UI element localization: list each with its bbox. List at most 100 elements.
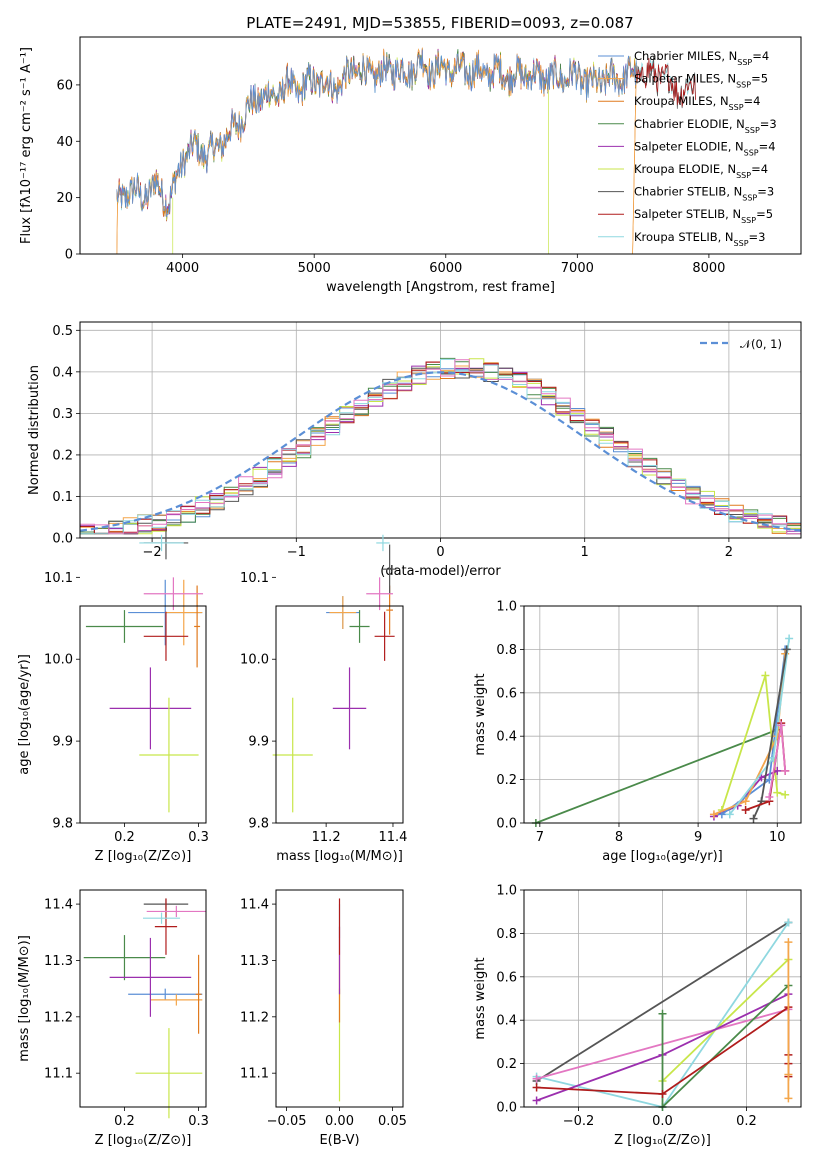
age-vs-mass-points: [272, 534, 397, 813]
residuals-frame: [79, 321, 802, 539]
x-tick-label: 0.3: [188, 1114, 209, 1129]
y-tick-label: 1.0: [496, 884, 517, 899]
spectrum-x-axis-label: wavelength [Angstrom, rest frame]: [326, 280, 555, 295]
weight-vs-age-marker-salpeter_miles: [741, 797, 750, 806]
weight-vs-Z-marker-salpeter_stelib: [532, 1083, 541, 1092]
weight-vs-age-marker-chabrier_stelib: [782, 645, 791, 654]
x-tick-label: −1: [287, 545, 306, 560]
weight-vs-age-marker-kroupa_elodie: [761, 671, 770, 680]
x-tick-label: 7000: [561, 261, 594, 276]
x-tick-label: 8: [615, 830, 623, 845]
legend-label: Salpeter ELODIE, NSSP=4: [634, 139, 776, 157]
residuals-x-axis-label: (data-model)/error: [380, 564, 501, 579]
weight-vs-age-marker-extra_pink: [781, 766, 790, 775]
weight-vs-Z-marker-salpeter_miles: [784, 1070, 793, 1079]
residual-legend: 𝒩(0, 1): [700, 337, 782, 351]
x-tick-label: 4000: [166, 261, 199, 276]
y-tick-label: 11.4: [240, 898, 269, 913]
y-tick-label: 0.8: [496, 927, 517, 942]
x-tick-label: 11.2: [312, 830, 341, 845]
y-tick-label: 11.1: [240, 1067, 269, 1082]
y-tick-label: 0.3: [52, 407, 73, 422]
y-tick-label: 0.2: [52, 448, 73, 463]
weight-vs-Z-marker-salpeter_stelib: [658, 1089, 667, 1098]
y-tick-label: 11.2: [240, 1010, 269, 1025]
y-tick-label: 11.1: [44, 1067, 73, 1082]
legend-label: Salpeter STELIB, NSSP=5: [634, 207, 773, 225]
legend-label: Kroupa MILES, NSSP=4: [634, 94, 760, 112]
legend-label: 𝒩(0, 1): [740, 337, 782, 351]
mass-vs-ebv-frame: [275, 889, 404, 1108]
age-vs-mass-x-axis-label: mass [log₁₀(M/M⊙)]: [276, 849, 403, 864]
figure-title: PLATE=2491, MJD=53855, FIBERID=0093, z=0…: [246, 14, 633, 32]
y-tick-label: 9.9: [248, 735, 269, 750]
x-tick-label: −0.05: [267, 1114, 307, 1129]
spectrum-legend: Chabrier MILES, NSSP=4 Salpeter MILES, NS…: [598, 49, 777, 247]
x-tick-label: 0.2: [114, 1114, 135, 1129]
weight-vs-age-marker-kroupa_elodie: [773, 788, 782, 797]
x-tick-label: 8000: [692, 261, 725, 276]
y-tick-label: 10.1: [44, 571, 73, 586]
weight-vs-age-marker-kroupa_stelib: [785, 634, 794, 643]
mass-vs-Z-y-axis-label: mass [log₁₀(M/M⊙)]: [17, 935, 32, 1062]
x-tick-label: 9: [694, 830, 702, 845]
legend-label: Kroupa STELIB, NSSP=3: [634, 230, 765, 248]
residual-histograms: [79, 357, 802, 535]
x-tick-label: 11.4: [378, 830, 407, 845]
legend-label: Chabrier ELODIE, NSSP=3: [634, 117, 777, 135]
y-tick-label: 1.0: [496, 600, 517, 615]
spectrum-y-axis-label: Flux [fλ10⁻¹⁷ erg cm⁻² s⁻¹ A⁻¹]: [19, 47, 34, 244]
y-tick-label: 20: [56, 191, 73, 206]
spectrum-lines: [116, 47, 696, 255]
age-vs-Z-frame: [79, 605, 207, 824]
y-tick-label: 0: [65, 248, 73, 263]
weight-vs-age-x-axis-label: age [log₁₀(age/yr)]: [602, 849, 723, 864]
x-tick-label: 0.05: [378, 1114, 407, 1129]
x-tick-label: 0: [436, 545, 444, 560]
legend-label: Chabrier MILES, NSSP=4: [634, 49, 769, 67]
weight-vs-age-marker-extra_pink: [765, 792, 774, 801]
residual-hist-kroupa_stelib: [80, 358, 801, 535]
y-tick-label: 9.8: [52, 817, 73, 832]
y-tick-label: 0.0: [496, 817, 517, 832]
weight-vs-age-marker-chabrier_stelib: [749, 814, 758, 823]
spectrum-axes: 4000 5000 6000 7000 8000 0 20 40 60 wavelength [A…: [19, 47, 725, 295]
weight-vs-Z-y-axis-label: mass weight: [473, 957, 488, 1039]
y-tick-label: 10.0: [240, 653, 269, 668]
weight-vs-age-y-axis-label: mass weight: [473, 673, 488, 755]
weight-vs-age-series-chabrier_miles: [721, 649, 787, 816]
y-tick-label: 0.2: [496, 1057, 517, 1072]
y-tick-label: 40: [56, 135, 73, 150]
x-tick-label: 2: [725, 545, 733, 560]
age-vs-mass-axes: 11.2 11.4 9.8 9.9 10.0 10.1 mass [log₁₀(M/M⊙)]: [240, 571, 407, 864]
weight-vs-age-series-chabrier_elodie: [535, 728, 778, 824]
x-tick-label: 6000: [429, 261, 462, 276]
weight-vs-Z-marker-salpeter_elodie: [532, 1096, 541, 1105]
x-tick-label: 5000: [298, 261, 331, 276]
y-tick-label: 11.2: [44, 1010, 73, 1025]
mass-vs-Z-x-axis-label: Z [log₁₀(Z/Z⊙)]: [95, 1133, 192, 1148]
y-tick-label: 0.8: [496, 643, 517, 658]
y-tick-label: 0.4: [496, 1014, 517, 1029]
weight-vs-Z-x-axis-label: Z [log₁₀(Z/Z⊙)]: [614, 1133, 711, 1148]
weight-vs-age-marker-salpeter_miles: [709, 810, 718, 819]
x-tick-label: 7: [536, 830, 544, 845]
x-tick-label: 0.00: [325, 1114, 354, 1129]
y-tick-label: 0.5: [52, 324, 73, 339]
residuals-axes: −2 −1 0 1 2 0.0 0.1 0.2 0.3 0.4 0.5 (data-model)/er…: [27, 322, 801, 579]
y-tick-label: 0.0: [52, 532, 73, 547]
y-tick-label: 0.4: [496, 730, 517, 745]
weight-vs-Z-series-kroupa_elodie: [661, 958, 790, 1082]
legend-label: Chabrier STELIB, NSSP=3: [634, 185, 774, 203]
weight-vs-Z-marker-salpeter_miles: [784, 1094, 793, 1103]
x-tick-label: 0.2: [114, 830, 135, 845]
age-vs-Z-axes: 0.2 0.3 9.8 9.9 10.0 10.1 Z [log₁₀(Z/Z⊙)] age […: [17, 571, 209, 864]
weight-vs-Z-marker-salpeter_miles: [784, 938, 793, 947]
y-tick-label: 0.6: [496, 970, 517, 985]
x-tick-label: 1: [581, 545, 589, 560]
residuals-y-axis-label: Normed distribution: [27, 365, 42, 495]
spectrum-series-chabrier_miles: [116, 49, 637, 218]
spectrum-frame: [79, 36, 802, 255]
age-vs-Z-x-axis-label: Z [log₁₀(Z/Z⊙)]: [95, 849, 192, 864]
